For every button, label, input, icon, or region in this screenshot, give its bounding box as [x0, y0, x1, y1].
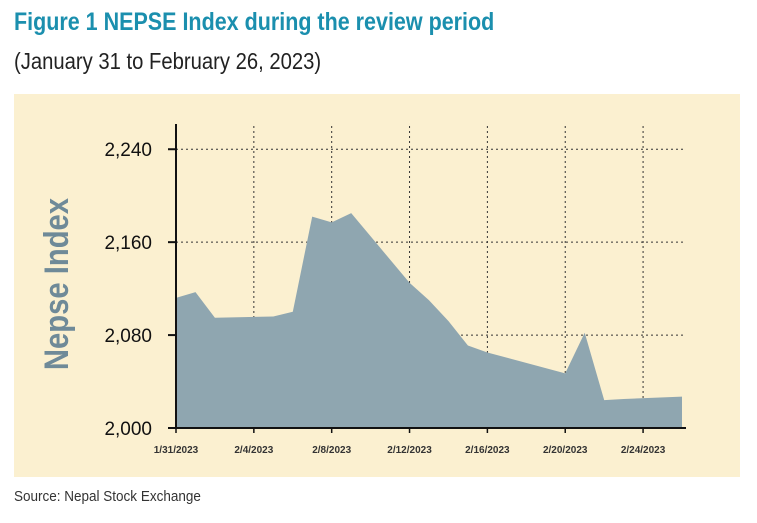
chart-panel: 2,000 2,080 2,160 2,240 1/31/2023 2/4/2023 2/…: [14, 94, 740, 477]
y-tick-label: 2,000: [104, 419, 152, 440]
nepse-area-chart: 2,000 2,080 2,160 2,240 1/31/2023 2/4/2023 2/…: [37, 124, 686, 456]
y-tick-label: 2,240: [104, 140, 152, 161]
nepse-index-area: [176, 213, 682, 428]
x-tick-label: 1/31/2023: [154, 445, 199, 456]
x-tick-label: 2/4/2023: [234, 445, 273, 456]
figure-subtitle: (January 31 to February 26, 2023): [14, 48, 322, 74]
x-tick-labels: 1/31/2023 2/4/2023 2/8/2023 2/12/2023 2/16/2…: [154, 428, 666, 456]
source-note: Source: Nepal Stock Exchange: [14, 488, 201, 505]
y-tick-labels: 2,000 2,080 2,160 2,240: [104, 140, 176, 440]
x-tick-label: 2/20/2023: [543, 445, 588, 456]
x-tick-label: 2/8/2023: [312, 445, 351, 456]
y-tick-label: 2,160: [104, 233, 152, 254]
y-axis-label: Nepse Index: [37, 198, 76, 370]
y-tick-label: 2,080: [104, 326, 152, 347]
x-tick-label: 2/16/2023: [465, 445, 510, 456]
figure-title: Figure 1 NEPSE Index during the review p…: [14, 8, 495, 36]
x-tick-label: 2/12/2023: [387, 445, 432, 456]
x-tick-label: 2/24/2023: [621, 445, 666, 456]
